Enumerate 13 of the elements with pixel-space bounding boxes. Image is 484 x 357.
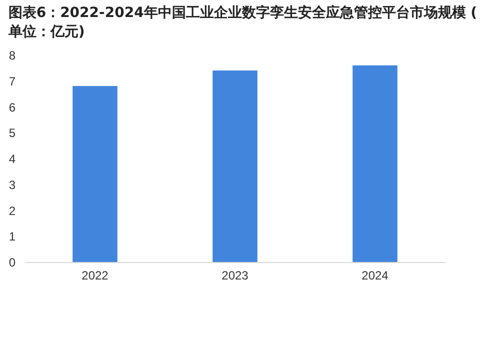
y-tick-label: 0 — [8, 256, 16, 270]
y-tick-label: 4 — [8, 152, 16, 166]
x-tick-label: 2024 — [362, 268, 389, 282]
y-tick-label: 1 — [8, 230, 16, 244]
y-tick-label: 5 — [8, 126, 16, 140]
y-tick-label: 2 — [8, 204, 16, 218]
x-tick-label: 2023 — [222, 268, 249, 282]
y-tick-label: 3 — [8, 178, 16, 192]
y-tick-label: 7 — [8, 74, 16, 88]
y-tick-label: 8 — [8, 48, 16, 62]
y-tick-label: 6 — [8, 100, 16, 114]
chart-title: 图表6：2022-2024年中国工业企业数字孪生安全应急管控平台市场规模 (单位：亿元) — [7, 4, 478, 40]
x-tick-label: 2022 — [82, 268, 109, 282]
